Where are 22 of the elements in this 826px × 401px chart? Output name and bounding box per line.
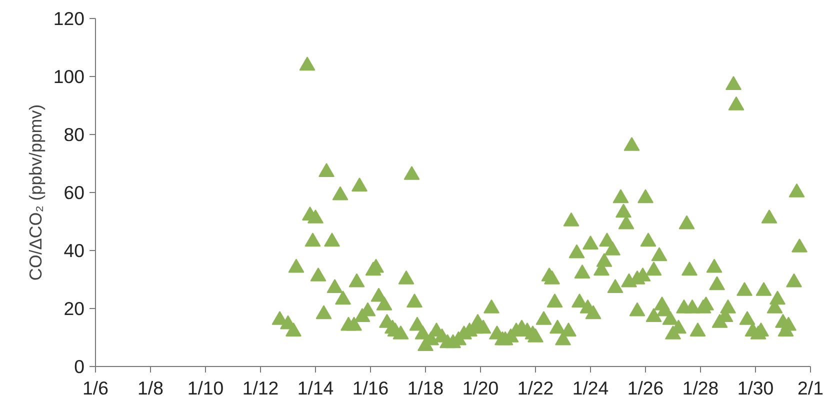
x-tick-label: 1/20: [462, 378, 499, 398]
y-tick-label: 80: [64, 124, 85, 145]
y-tick-label: 100: [53, 66, 85, 87]
x-tick-label: 1/6: [82, 378, 108, 398]
x-tick-label: 1/26: [627, 378, 664, 398]
x-tick-label: 2/1: [798, 378, 824, 398]
x-tick-label: 1/8: [138, 378, 164, 398]
x-tick-label: 1/16: [352, 378, 389, 398]
x-tick-label: 1/10: [187, 378, 224, 398]
y-tick-label: 20: [64, 298, 85, 319]
x-tick-label: 1/28: [682, 378, 719, 398]
y-tick-label: 120: [53, 8, 85, 29]
y-tick-label: 0: [74, 356, 85, 377]
x-tick-label: 1/12: [242, 378, 279, 398]
x-tick-label: 1/14: [297, 378, 334, 398]
y-tick-label: 40: [64, 240, 85, 261]
y-axis-title: CO/ΔCO₂ (ppbv/ppmv): [25, 104, 46, 281]
x-tick-label: 1/22: [517, 378, 554, 398]
x-tick-label: 1/24: [572, 378, 609, 398]
y-tick-label: 60: [64, 182, 85, 203]
x-tick-label: 1/18: [407, 378, 444, 398]
x-tick-label: 1/30: [737, 378, 774, 398]
